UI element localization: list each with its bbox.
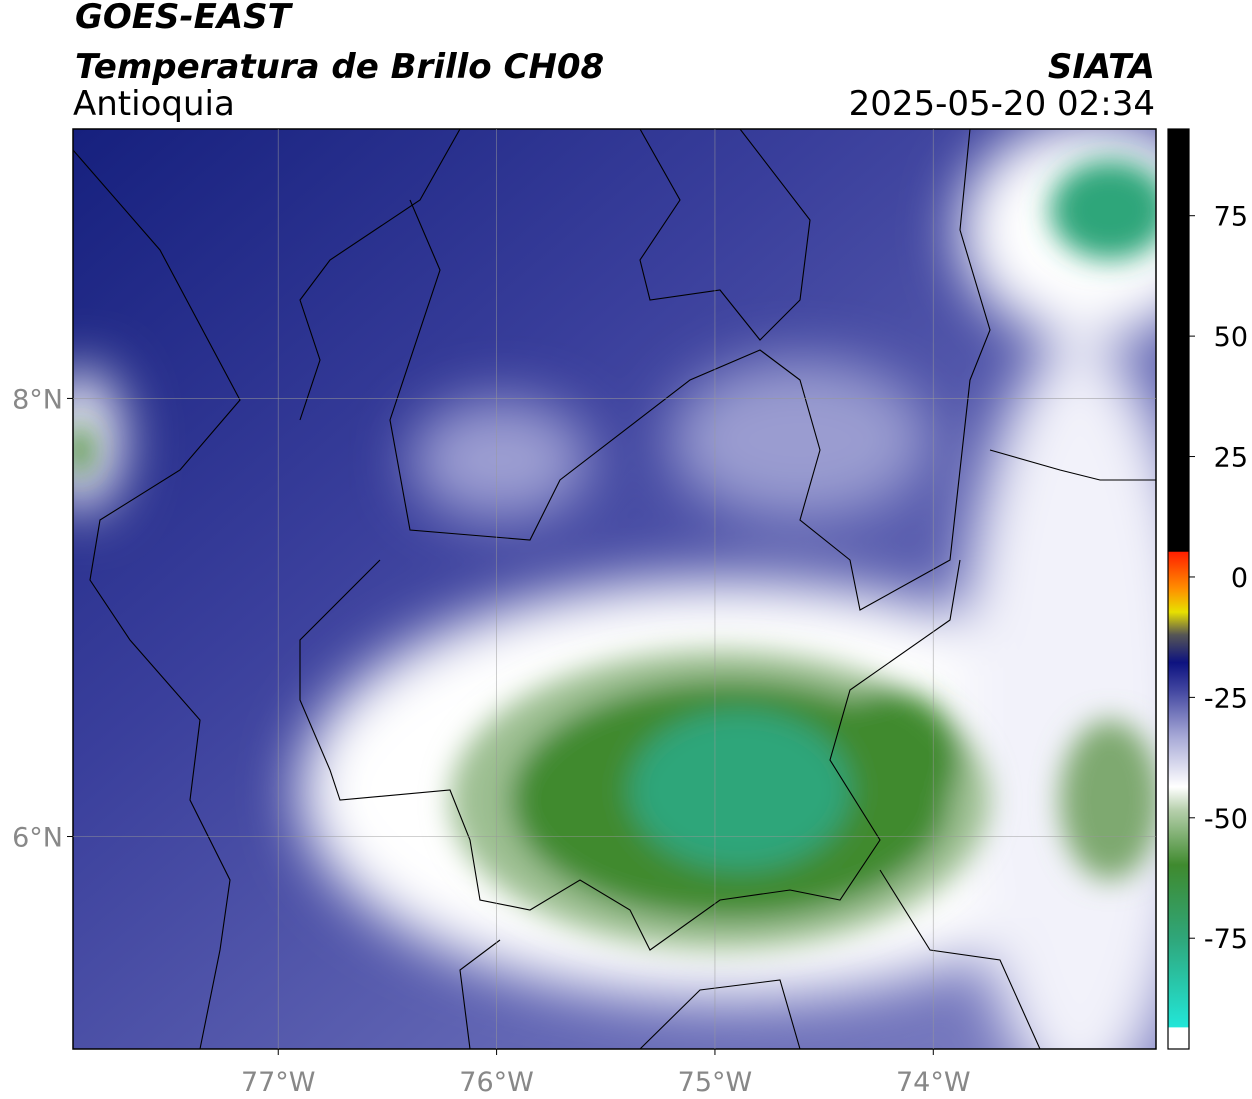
colorbar-tick-label: -75: [1204, 924, 1248, 955]
y-tick-label: 6°N: [12, 823, 63, 854]
colorbar-tick-label: -25: [1204, 683, 1248, 714]
colorbar-tick-label: 0: [1231, 563, 1248, 594]
satellite-image: [73, 129, 1156, 1049]
x-tick-label: 76°W: [459, 1067, 534, 1098]
y-tick-label: 8°N: [12, 384, 63, 415]
title: GOES-EAST: [75, 0, 294, 37]
map-frame: [72, 128, 1157, 1050]
colorbar-tick-label: 75: [1214, 202, 1248, 233]
subtitle: Temperatura de Brillo CH08: [75, 47, 604, 87]
x-tick-label: 77°W: [241, 1067, 316, 1098]
colorbar-tick-label: -50: [1204, 804, 1248, 835]
region: Antioquia: [73, 84, 235, 124]
x-tick-label: 74°W: [896, 1067, 971, 1098]
colorbar: [1167, 128, 1190, 1050]
colorbar-tick-label: 50: [1214, 322, 1248, 353]
source: SIATA: [1048, 47, 1155, 87]
datetime: 2025-05-20 02:34: [849, 84, 1155, 124]
borders: [73, 129, 1156, 1049]
x-tick-label: 75°W: [678, 1067, 753, 1098]
colorbar-tick-label: 25: [1214, 443, 1248, 474]
